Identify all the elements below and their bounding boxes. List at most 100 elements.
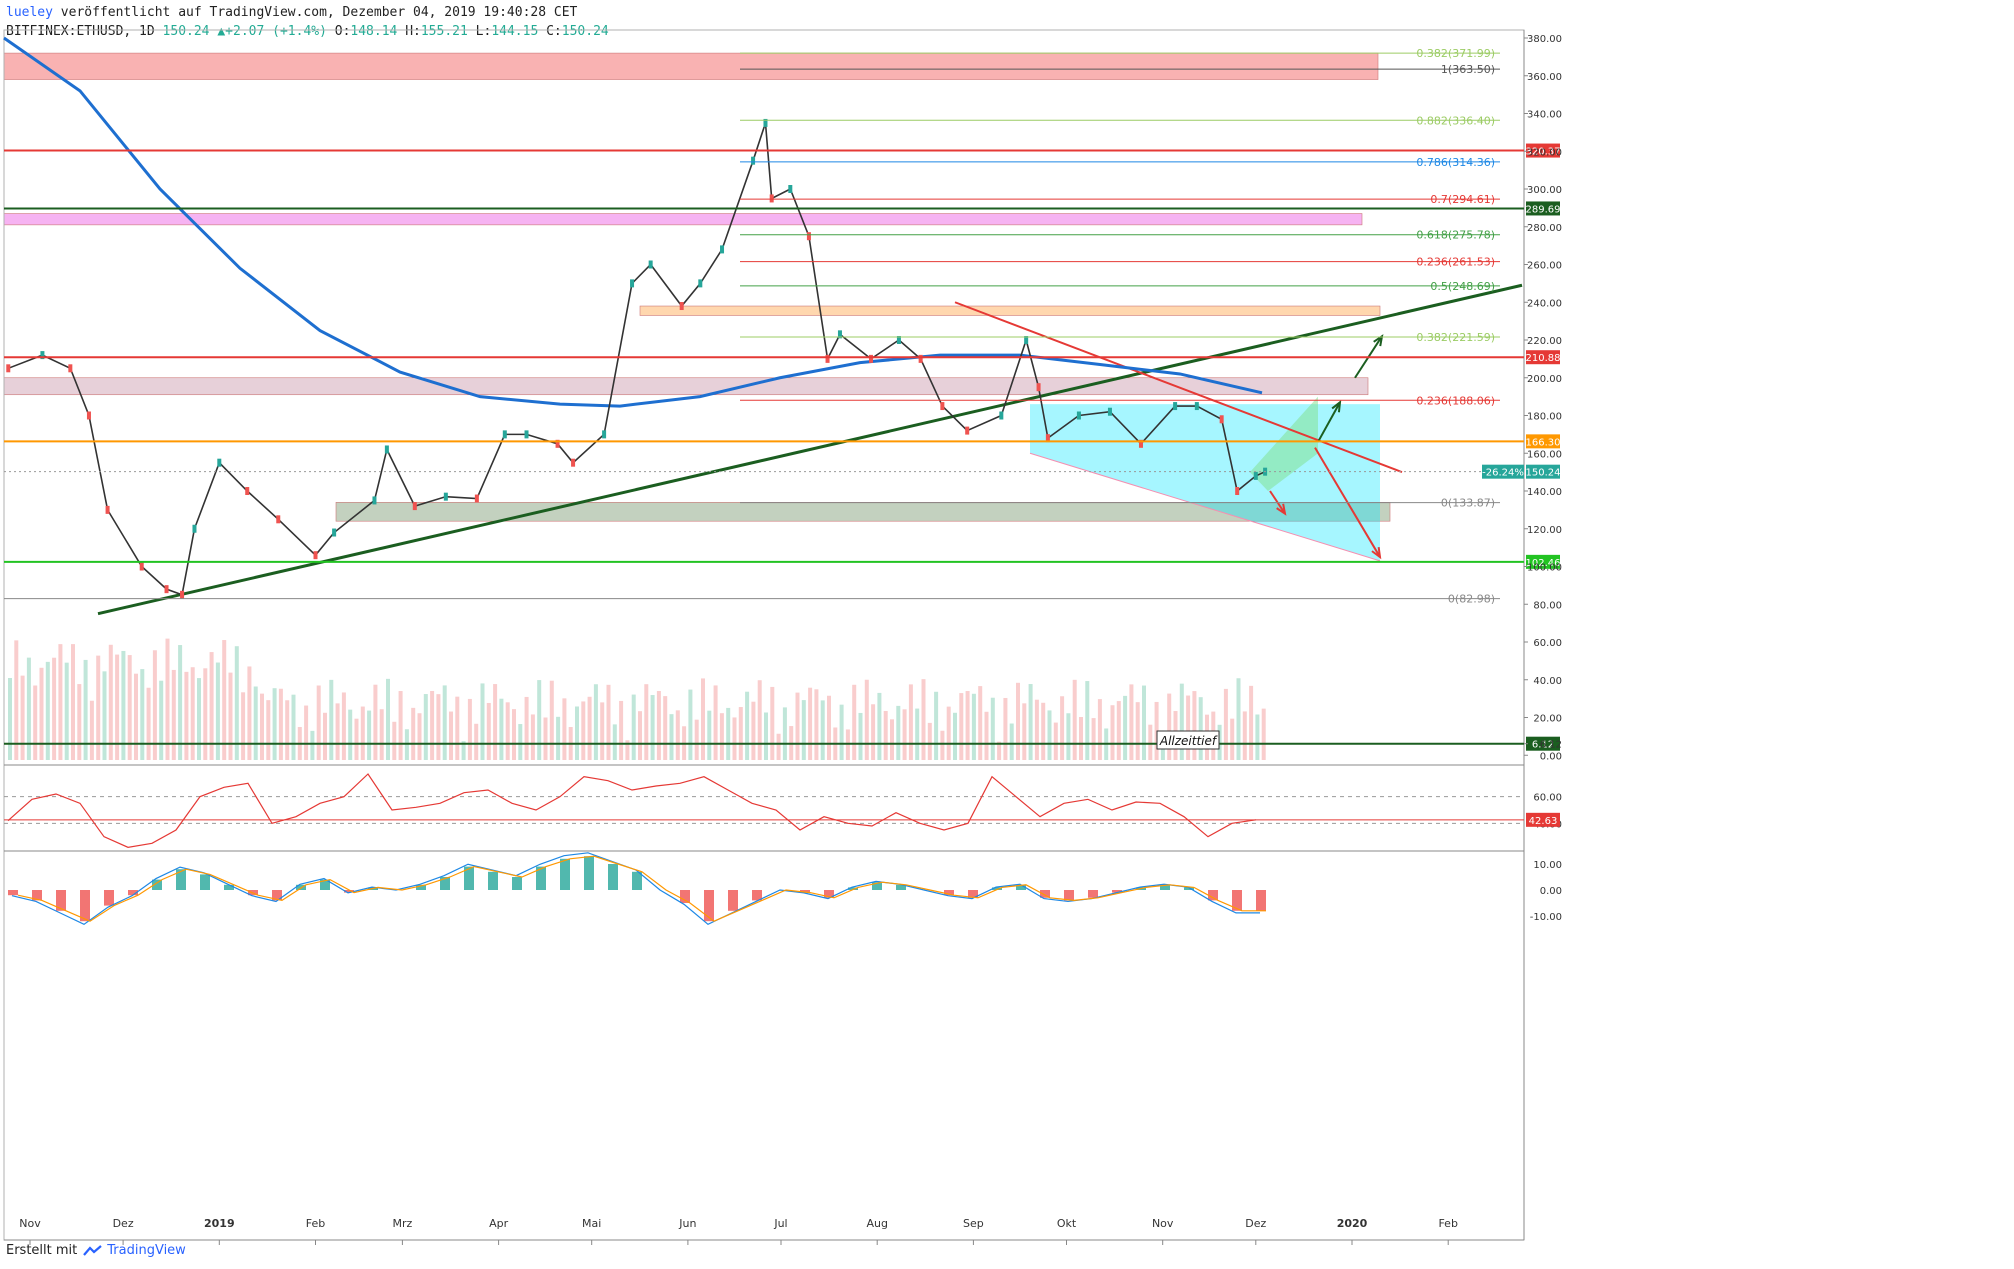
volume-bar: [719, 713, 724, 760]
x-tick-label: Nov: [19, 1217, 41, 1230]
volume-bar: [127, 655, 132, 760]
volume-bar: [190, 667, 195, 760]
footer: Erstellt mit TradingView: [6, 1243, 186, 1258]
macd-bar: [152, 879, 162, 890]
price-point: [245, 487, 250, 495]
volume-bar: [14, 640, 19, 760]
price-point: [105, 505, 110, 514]
uptrend-line: [97, 283, 1523, 616]
volume-bar: [102, 671, 107, 760]
price-point: [965, 426, 970, 435]
volume-bar: [921, 679, 926, 760]
macd-bar: [752, 890, 762, 901]
price-point: [763, 118, 768, 127]
volume-bar: [650, 695, 655, 760]
price-point: [825, 354, 830, 363]
volume-bar: [530, 714, 535, 760]
volume-bar: [776, 733, 781, 760]
y-tick-label: 300.00: [1527, 185, 1562, 196]
price-point: [384, 445, 389, 454]
price-point: [751, 156, 756, 165]
volume-bar: [197, 678, 201, 760]
tradingview-brand: TradingView: [107, 1243, 186, 1258]
level-tag: [1526, 464, 1560, 479]
macd-bar: [1088, 890, 1098, 898]
volume-bar: [455, 696, 460, 760]
volume-bar: [896, 705, 901, 760]
volume-bar: [688, 689, 693, 760]
macd-bar: [512, 877, 522, 890]
volume-bar: [971, 693, 976, 760]
price-point: [788, 185, 793, 193]
rsi-last-tag: [1526, 812, 1560, 827]
volume-bar: [436, 694, 441, 760]
price-point: [1024, 336, 1029, 344]
volume-bar: [1034, 699, 1039, 760]
volume-bar: [64, 662, 69, 760]
y-tick-label: 6.12: [1540, 740, 1562, 751]
volume-bar: [52, 657, 57, 760]
volume-bar: [820, 700, 825, 760]
macd-bar: [872, 882, 882, 890]
volume-bar: [1198, 697, 1203, 760]
volume-bar: [518, 724, 523, 760]
tradingview-logo[interactable]: TradingView: [83, 1243, 186, 1258]
y-tick-label: 340.00: [1527, 110, 1562, 121]
macd-bar: [344, 890, 354, 893]
volume-bar: [215, 662, 220, 760]
level-tag: [1526, 434, 1560, 449]
channel-lower-line: [1029, 452, 1381, 562]
volume-bar: [606, 684, 611, 760]
fib-label: 0.786(314.36): [1416, 156, 1495, 169]
volume-bar: [341, 692, 346, 760]
y-tick-label: 20.00: [1533, 714, 1562, 725]
volume-bar: [1186, 695, 1191, 760]
volume-bar: [379, 709, 384, 760]
fib-label: 0.236(261.53): [1416, 256, 1495, 269]
price-point: [164, 585, 169, 594]
volume-bar: [782, 707, 787, 760]
volume-bar: [146, 687, 151, 760]
volume-bar: [89, 700, 94, 760]
volume-bar: [1129, 684, 1134, 760]
volume-bar: [480, 683, 485, 760]
price-point: [1138, 439, 1143, 448]
y-tick-label: 120.00: [1527, 525, 1562, 536]
x-tick-label: Aug: [866, 1217, 887, 1230]
price-point: [180, 590, 185, 599]
x-tick-label: 2019: [204, 1217, 235, 1230]
price-point: [474, 494, 479, 503]
volume-bar: [1142, 685, 1146, 760]
x-tick-label: Dez: [1245, 1217, 1266, 1230]
zone-0: [3, 52, 1379, 80]
volume-bar: [272, 688, 277, 760]
author-link[interactable]: lueley: [6, 5, 53, 20]
macd-bar: [1160, 884, 1170, 890]
volume-bar: [1123, 695, 1128, 760]
volume-bar: [134, 673, 138, 760]
volume-bar: [1022, 703, 1027, 760]
macd-bar: [176, 869, 186, 890]
macd-bar: [200, 874, 210, 890]
level-tag: [1526, 350, 1560, 365]
x-tick-label: Sep: [963, 1217, 984, 1230]
volume-bar: [152, 650, 157, 760]
volume-bar: [600, 702, 605, 760]
macd-bar: [1208, 890, 1218, 901]
volume-bar: [694, 719, 699, 760]
volume-bar: [1003, 697, 1008, 760]
macd-bar: [272, 890, 282, 901]
price-point: [679, 302, 684, 311]
volume-bar: [1148, 724, 1153, 760]
volume-bar: [581, 701, 586, 760]
volume-bar: [1223, 688, 1228, 760]
volume-bar: [631, 694, 636, 760]
volume-bar: [1079, 717, 1083, 760]
price-point: [720, 245, 725, 254]
volume-bar: [1028, 684, 1033, 760]
volume-bar: [827, 695, 831, 760]
price-point: [806, 232, 811, 241]
volume-bar: [625, 740, 630, 760]
volume-bar: [71, 644, 75, 760]
